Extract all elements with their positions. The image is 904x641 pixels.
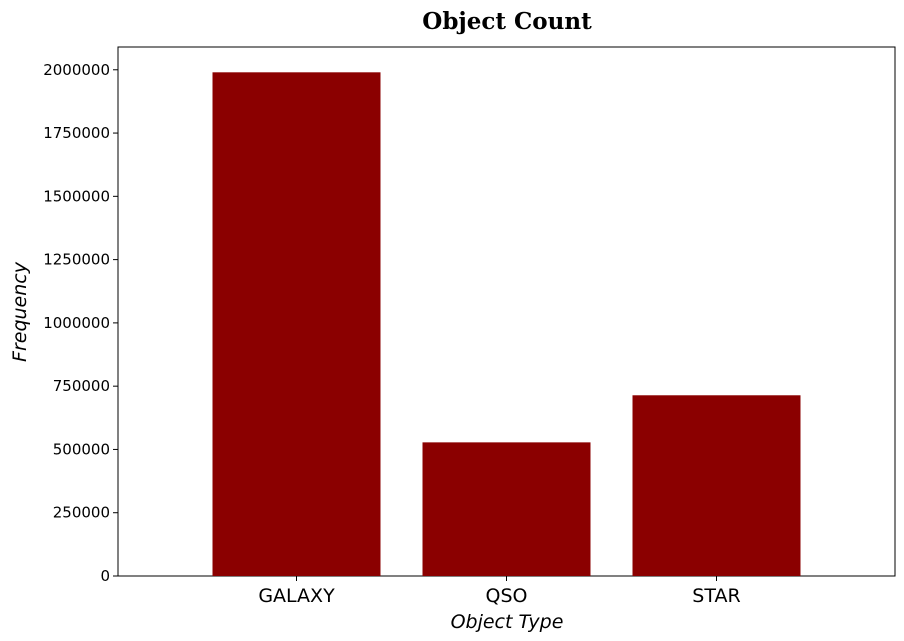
bar-star [632, 395, 801, 576]
y-tick-label-750000: 750000 [53, 377, 110, 395]
y-tick-label-1750000: 1750000 [43, 124, 110, 142]
y-tick-label-1500000: 1500000 [43, 187, 110, 205]
bar-qso [422, 442, 591, 576]
x-axis: GALAXY QSO STAR [258, 576, 741, 607]
bars-group [212, 72, 801, 576]
y-tick-label-2000000: 2000000 [43, 61, 110, 79]
y-tick-label-250000: 250000 [53, 504, 110, 522]
y-axis-title: Frequency [9, 261, 31, 362]
x-axis-title: Object Type [451, 611, 564, 633]
y-tick-label-1250000: 1250000 [43, 251, 110, 269]
y-tick-label-0: 0 [100, 567, 110, 585]
bar-galaxy [212, 72, 381, 576]
x-tick-label-galaxy: GALAXY [258, 585, 335, 607]
chart-title: Object Count [422, 8, 592, 35]
x-tick-label-star: STAR [692, 585, 740, 607]
x-tick-label-qso: QSO [486, 585, 528, 607]
y-tick-label-1000000: 1000000 [43, 314, 110, 332]
y-tick-label-500000: 500000 [53, 440, 110, 458]
y-axis: 0 250000 500000 750000 1000000 1250000 1500000… [43, 61, 118, 585]
